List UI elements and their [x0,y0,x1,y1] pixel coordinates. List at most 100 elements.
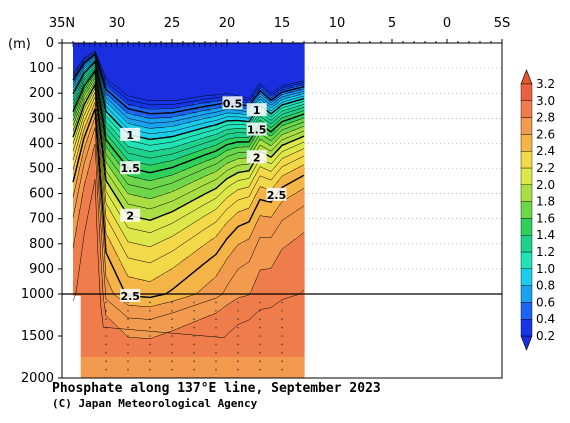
section-cell [155,45,159,49]
section-cell [169,88,173,92]
section-cell [125,55,129,59]
section-cell [150,251,154,255]
section-cell [166,73,170,77]
section-cell [144,276,148,280]
section-cell [150,363,154,366]
section-cell [144,336,148,339]
section-cell [161,183,165,187]
section-cell [117,191,121,195]
section-cell [119,354,124,358]
section-cell [95,273,99,278]
section-cell [122,85,126,89]
section-cell [106,70,110,74]
section-cell [136,155,140,160]
section-cell [169,55,173,59]
section-cell [108,173,113,177]
section-cell [125,286,129,290]
section-cell [130,365,135,369]
section-cell [136,256,140,260]
section-cell [139,160,143,165]
section-cell [158,118,162,122]
section-cell [78,193,82,197]
section-cell [86,53,91,57]
section-cell [92,208,96,212]
section-cell [133,346,137,350]
section-cell [81,350,85,354]
section-cell [163,286,168,290]
section-cell [89,135,93,139]
section-cell [161,315,165,318]
section-cell [100,213,104,217]
section-cell [119,178,124,182]
section-cell [163,63,168,67]
section-cell [144,346,148,350]
section-cell [169,201,173,205]
section-cell [95,43,99,47]
section-cell [114,203,118,207]
section-cell [166,375,170,378]
section-cell [163,238,168,242]
section-cell [103,211,107,215]
section-cell [166,281,170,285]
section-cell [139,133,143,137]
section-cell [152,153,157,157]
section-cell [86,150,91,155]
section-cell [169,145,173,150]
section-cell [97,70,102,74]
section-cell [111,238,115,242]
section-cell [144,256,148,260]
section-cell [100,80,104,84]
section-cell [84,173,88,177]
section-cell [158,196,162,200]
section-cell [111,300,115,303]
section-cell [158,181,162,185]
section-cell [166,319,170,322]
section-cell [130,188,135,192]
section-cell [75,198,80,202]
section-cell [152,183,157,187]
section-cell [97,191,102,195]
section-cell [152,138,157,142]
section-cell [163,196,168,200]
section-cell [161,248,165,252]
section-cell [114,340,118,343]
section-cell [139,181,143,185]
section-cell [152,213,157,217]
section-cell [86,85,91,89]
section-cell [95,278,99,283]
section-cell [152,223,157,227]
section-cell [81,158,85,162]
section-cell [139,246,143,250]
section-cell [95,342,99,345]
section-cell [141,246,146,250]
section-cell [139,155,143,160]
section-cell [111,340,115,343]
section-cell [106,312,110,316]
section-cell [136,43,140,47]
section-cell [128,48,132,52]
section-cell [117,317,121,320]
section-cell [84,286,88,290]
section-cell [150,196,154,200]
section-cell [114,43,118,47]
section-cell [81,125,85,129]
section-cell [163,153,168,157]
section-cell [81,331,85,335]
section-cell [119,83,124,87]
section-cell [152,288,157,293]
section-cell [139,191,143,195]
section-cell [108,365,113,369]
section-cell [73,266,77,270]
section-cell [163,243,168,247]
section-cell [86,317,91,320]
section-cell [166,367,170,371]
section-cell [89,171,93,175]
section-cell [106,348,110,352]
section-cell [161,83,165,87]
section-cell [117,193,121,197]
section-cell [122,188,126,192]
section-cell [84,108,88,112]
section-cell [161,373,165,377]
section-cell [73,73,77,77]
section-cell [150,43,154,47]
